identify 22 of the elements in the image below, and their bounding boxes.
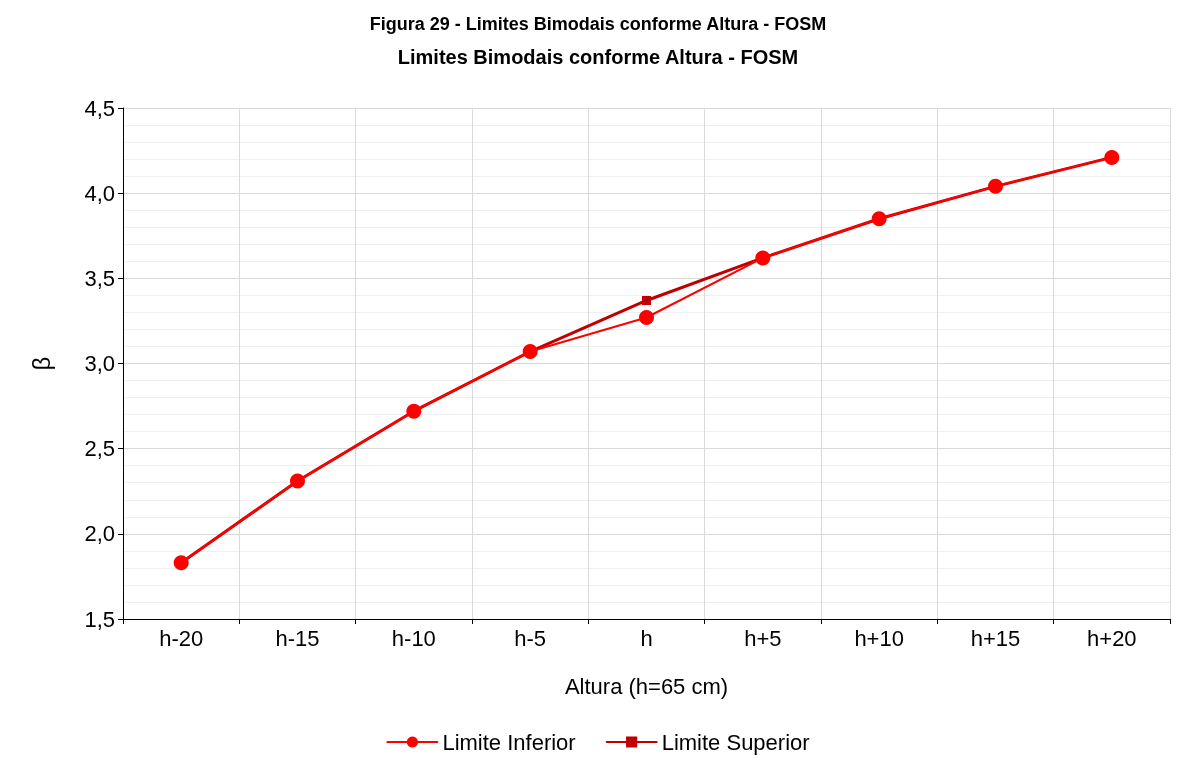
x-tick-label: h bbox=[640, 625, 653, 651]
y-tick-label: 2,5 bbox=[84, 436, 115, 462]
x-tick-label: h+15 bbox=[970, 625, 1021, 651]
x-tick-label: h+10 bbox=[854, 625, 904, 651]
x-tick-label: h+5 bbox=[744, 625, 782, 651]
x-axis-title: Altura (h=65 cm) bbox=[564, 673, 729, 699]
y-tick-label: 1,5 bbox=[84, 606, 115, 632]
chart-subtitle: Limites Bimodais conforme Altura - FOSM bbox=[397, 46, 799, 68]
y-tick-label: 3,5 bbox=[84, 265, 115, 291]
x-tick-label: h-20 bbox=[159, 625, 204, 651]
x-tick-label: h-10 bbox=[391, 625, 436, 651]
legend-label: Limite Superior bbox=[661, 729, 810, 755]
chart-title: Figura 29 - Limites Bimodais conforme Altura - FOSM bbox=[369, 14, 827, 34]
y-tick-label: 3,0 bbox=[84, 351, 115, 376]
x-tick-label: h-5 bbox=[514, 625, 547, 651]
x-tick-label: h+20 bbox=[1087, 625, 1137, 651]
y-tick-label: 2,0 bbox=[84, 521, 115, 547]
x-tick-label: h-15 bbox=[275, 625, 320, 651]
legend-label: Limite Inferior bbox=[442, 729, 576, 755]
y-tick-label: 4,0 bbox=[84, 180, 115, 206]
y-tick-label: 4,5 bbox=[84, 95, 115, 121]
y-axis-title: β bbox=[27, 356, 55, 371]
